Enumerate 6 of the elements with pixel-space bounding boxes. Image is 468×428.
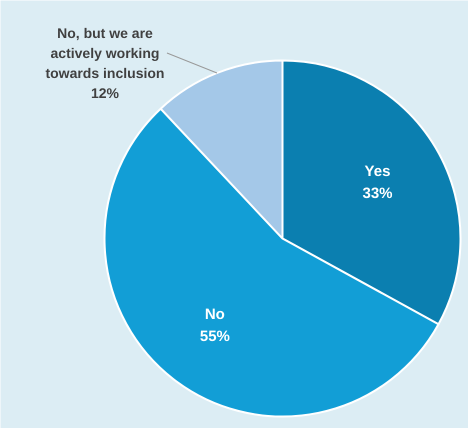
data-label: 12% <box>90 85 120 101</box>
slice-label: No <box>204 306 225 324</box>
data-label: 55% <box>200 328 230 346</box>
slice-label: No, but we are actively working towards inclusion <box>45 25 164 81</box>
data-label: 33% <box>362 184 393 202</box>
slice-label: Yes <box>364 162 390 180</box>
